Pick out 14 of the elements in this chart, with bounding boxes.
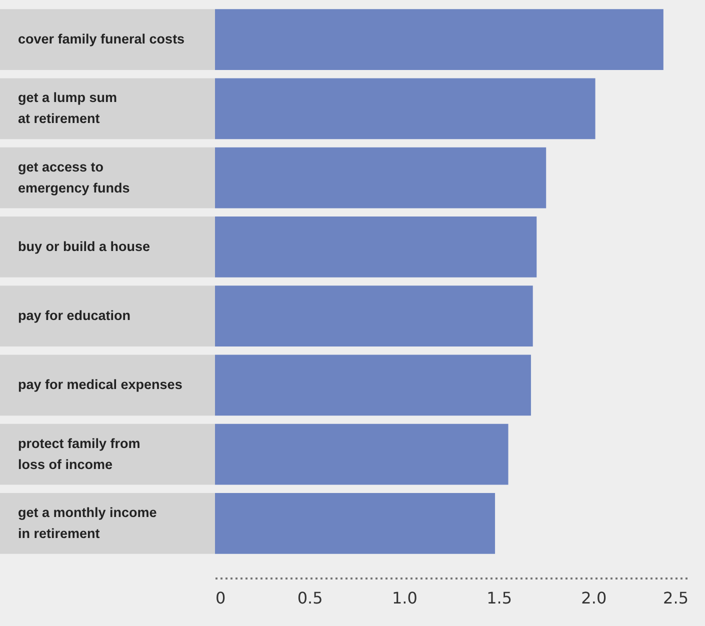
x-tick-label: 0.5 xyxy=(297,588,323,608)
x-tick-label: 1.5 xyxy=(486,588,512,608)
x-tick-label: 1.0 xyxy=(392,588,418,608)
y-tick-label: protect family from loss of income xyxy=(18,436,140,472)
x-tick-label: 2.5 xyxy=(663,588,688,608)
y-tick-label: buy or build a house xyxy=(18,238,150,254)
y-tick-label: pay for education xyxy=(18,308,131,324)
y-tick-label: pay for medical expenses xyxy=(18,377,182,392)
y-tick-label: get a monthly income in retirement xyxy=(18,504,158,541)
y-tick-label: cover family funeral costs xyxy=(18,32,185,47)
y-tick-label: get access to emergency funds xyxy=(18,159,130,196)
x-tick-label: 0 xyxy=(216,588,226,608)
y-tick-label: get a lump sum at retirement xyxy=(18,90,118,126)
x-tick-label: 2.0 xyxy=(581,588,607,608)
